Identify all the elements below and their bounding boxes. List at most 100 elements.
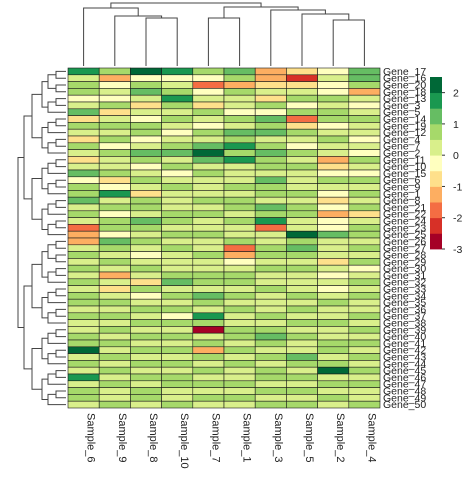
heatmap-cell: [98, 128, 131, 137]
heatmap-cell: [286, 217, 318, 225]
heatmap-cell: [254, 122, 287, 130]
heatmap-cell: [130, 312, 162, 320]
heatmap-cell: [98, 115, 131, 123]
heatmap-cell: [286, 264, 318, 273]
dendrogram-link: [41, 251, 48, 278]
heatmap-cell: [98, 217, 131, 225]
heatmap-cell: [192, 366, 225, 375]
heatmap-cell: [223, 128, 256, 137]
row-label: Gene_27: [383, 243, 426, 255]
heatmap-cell: [254, 108, 287, 116]
heatmap-cell: [317, 81, 350, 89]
row-label: Gene_39: [383, 324, 426, 336]
heatmap-cell: [348, 149, 381, 157]
heatmap-cell: [130, 101, 162, 110]
heatmap-cell: [98, 169, 131, 178]
heatmap-cell: [254, 135, 287, 144]
heatmap-cell: [161, 326, 194, 334]
heatmap-cell: [67, 366, 100, 375]
heatmap-cell: [130, 271, 162, 280]
row-label: Gene_21: [383, 202, 426, 214]
heatmap-cell: [67, 224, 100, 232]
heatmap-cell: [98, 346, 131, 354]
heatmap-cell: [192, 332, 225, 341]
heatmap-cell: [223, 305, 256, 314]
heatmap-cell: [317, 400, 350, 409]
heatmap-cell: [348, 400, 381, 409]
dendrogram-link: [207, 17, 241, 66]
heatmap-cell: [254, 312, 287, 320]
heatmap-cell: [223, 366, 256, 375]
heatmap-cell: [286, 67, 318, 76]
heatmap-cell: [286, 305, 318, 314]
dendrogram-link: [47, 244, 56, 259]
dendrogram-link: [47, 162, 66, 174]
heatmap-cell: [223, 67, 256, 76]
heatmap-cell: [223, 210, 256, 218]
heatmap-cell: [98, 101, 131, 110]
dendrogram-link: [41, 208, 48, 230]
dendrogram-link: [55, 98, 66, 106]
heatmap-cell: [192, 94, 225, 103]
heatmap-cell: [286, 190, 318, 198]
heatmap-cell: [130, 366, 162, 375]
heatmap-cell: [192, 115, 225, 123]
heatmap-cell: [130, 196, 162, 205]
heatmap-cell: [161, 224, 194, 232]
heatmap-cell: [161, 353, 194, 361]
heatmap-cell: [348, 169, 381, 178]
heatmap-cell: [161, 298, 194, 307]
heatmap-cell: [161, 285, 194, 293]
heatmap-cell: [98, 94, 131, 103]
heatmap-cell: [348, 162, 381, 171]
heatmap-cell: [286, 142, 318, 150]
heatmap-cell: [286, 101, 318, 110]
heatmap-cell: [223, 122, 256, 130]
heatmap-cell: [98, 67, 131, 76]
heatmap-cell: [161, 183, 194, 191]
heatmap-cell: [348, 183, 381, 191]
row-label: Gene_25: [383, 229, 426, 241]
heatmap-cell: [286, 387, 318, 395]
heatmap-cell: [254, 258, 287, 266]
heatmap-cell: [192, 162, 225, 171]
heatmap-cell: [254, 353, 287, 361]
heatmap-cell: [317, 224, 350, 232]
heatmap-cell: [130, 319, 162, 327]
heatmap-cell: [98, 292, 131, 300]
heatmap-cell: [223, 373, 256, 382]
dendrogram-link: [23, 115, 32, 200]
heatmap-cell: [67, 183, 100, 191]
heatmap-cell: [286, 373, 318, 382]
heatmap-cell: [161, 210, 194, 218]
row-label: Gene_6: [383, 175, 421, 187]
legend-swatch: [430, 123, 442, 140]
heatmap-cell: [130, 74, 162, 82]
row-label: Gene_16: [383, 73, 426, 85]
heatmap-cell: [223, 258, 256, 266]
heatmap-cell: [348, 264, 381, 273]
heatmap-cell: [348, 67, 381, 76]
heatmap-cell: [317, 88, 350, 96]
dendrogram-link: [301, 13, 350, 66]
heatmap-cell: [67, 217, 100, 225]
heatmap-cell: [130, 292, 162, 300]
heatmap-cell: [130, 217, 162, 225]
heatmap-cell: [286, 176, 318, 184]
heatmap-cell: [286, 319, 318, 327]
heatmap-cell: [223, 149, 256, 157]
row-label: Gene_46: [383, 372, 426, 384]
heatmap-cell: [161, 251, 194, 259]
heatmap-cell: [223, 94, 256, 103]
heatmap-cell: [67, 319, 100, 327]
heatmap-cell: [286, 108, 318, 116]
heatmap-cell: [192, 176, 225, 184]
heatmap-cell: [317, 326, 350, 334]
row-label: Gene_33: [383, 284, 426, 296]
column-label: Sample_5: [303, 413, 315, 463]
heatmap-cell: [192, 394, 225, 402]
heatmap-cell: [348, 203, 381, 212]
heatmap-cell: [254, 67, 287, 76]
heatmap-cell: [348, 128, 381, 137]
heatmap-cell: [98, 203, 131, 212]
